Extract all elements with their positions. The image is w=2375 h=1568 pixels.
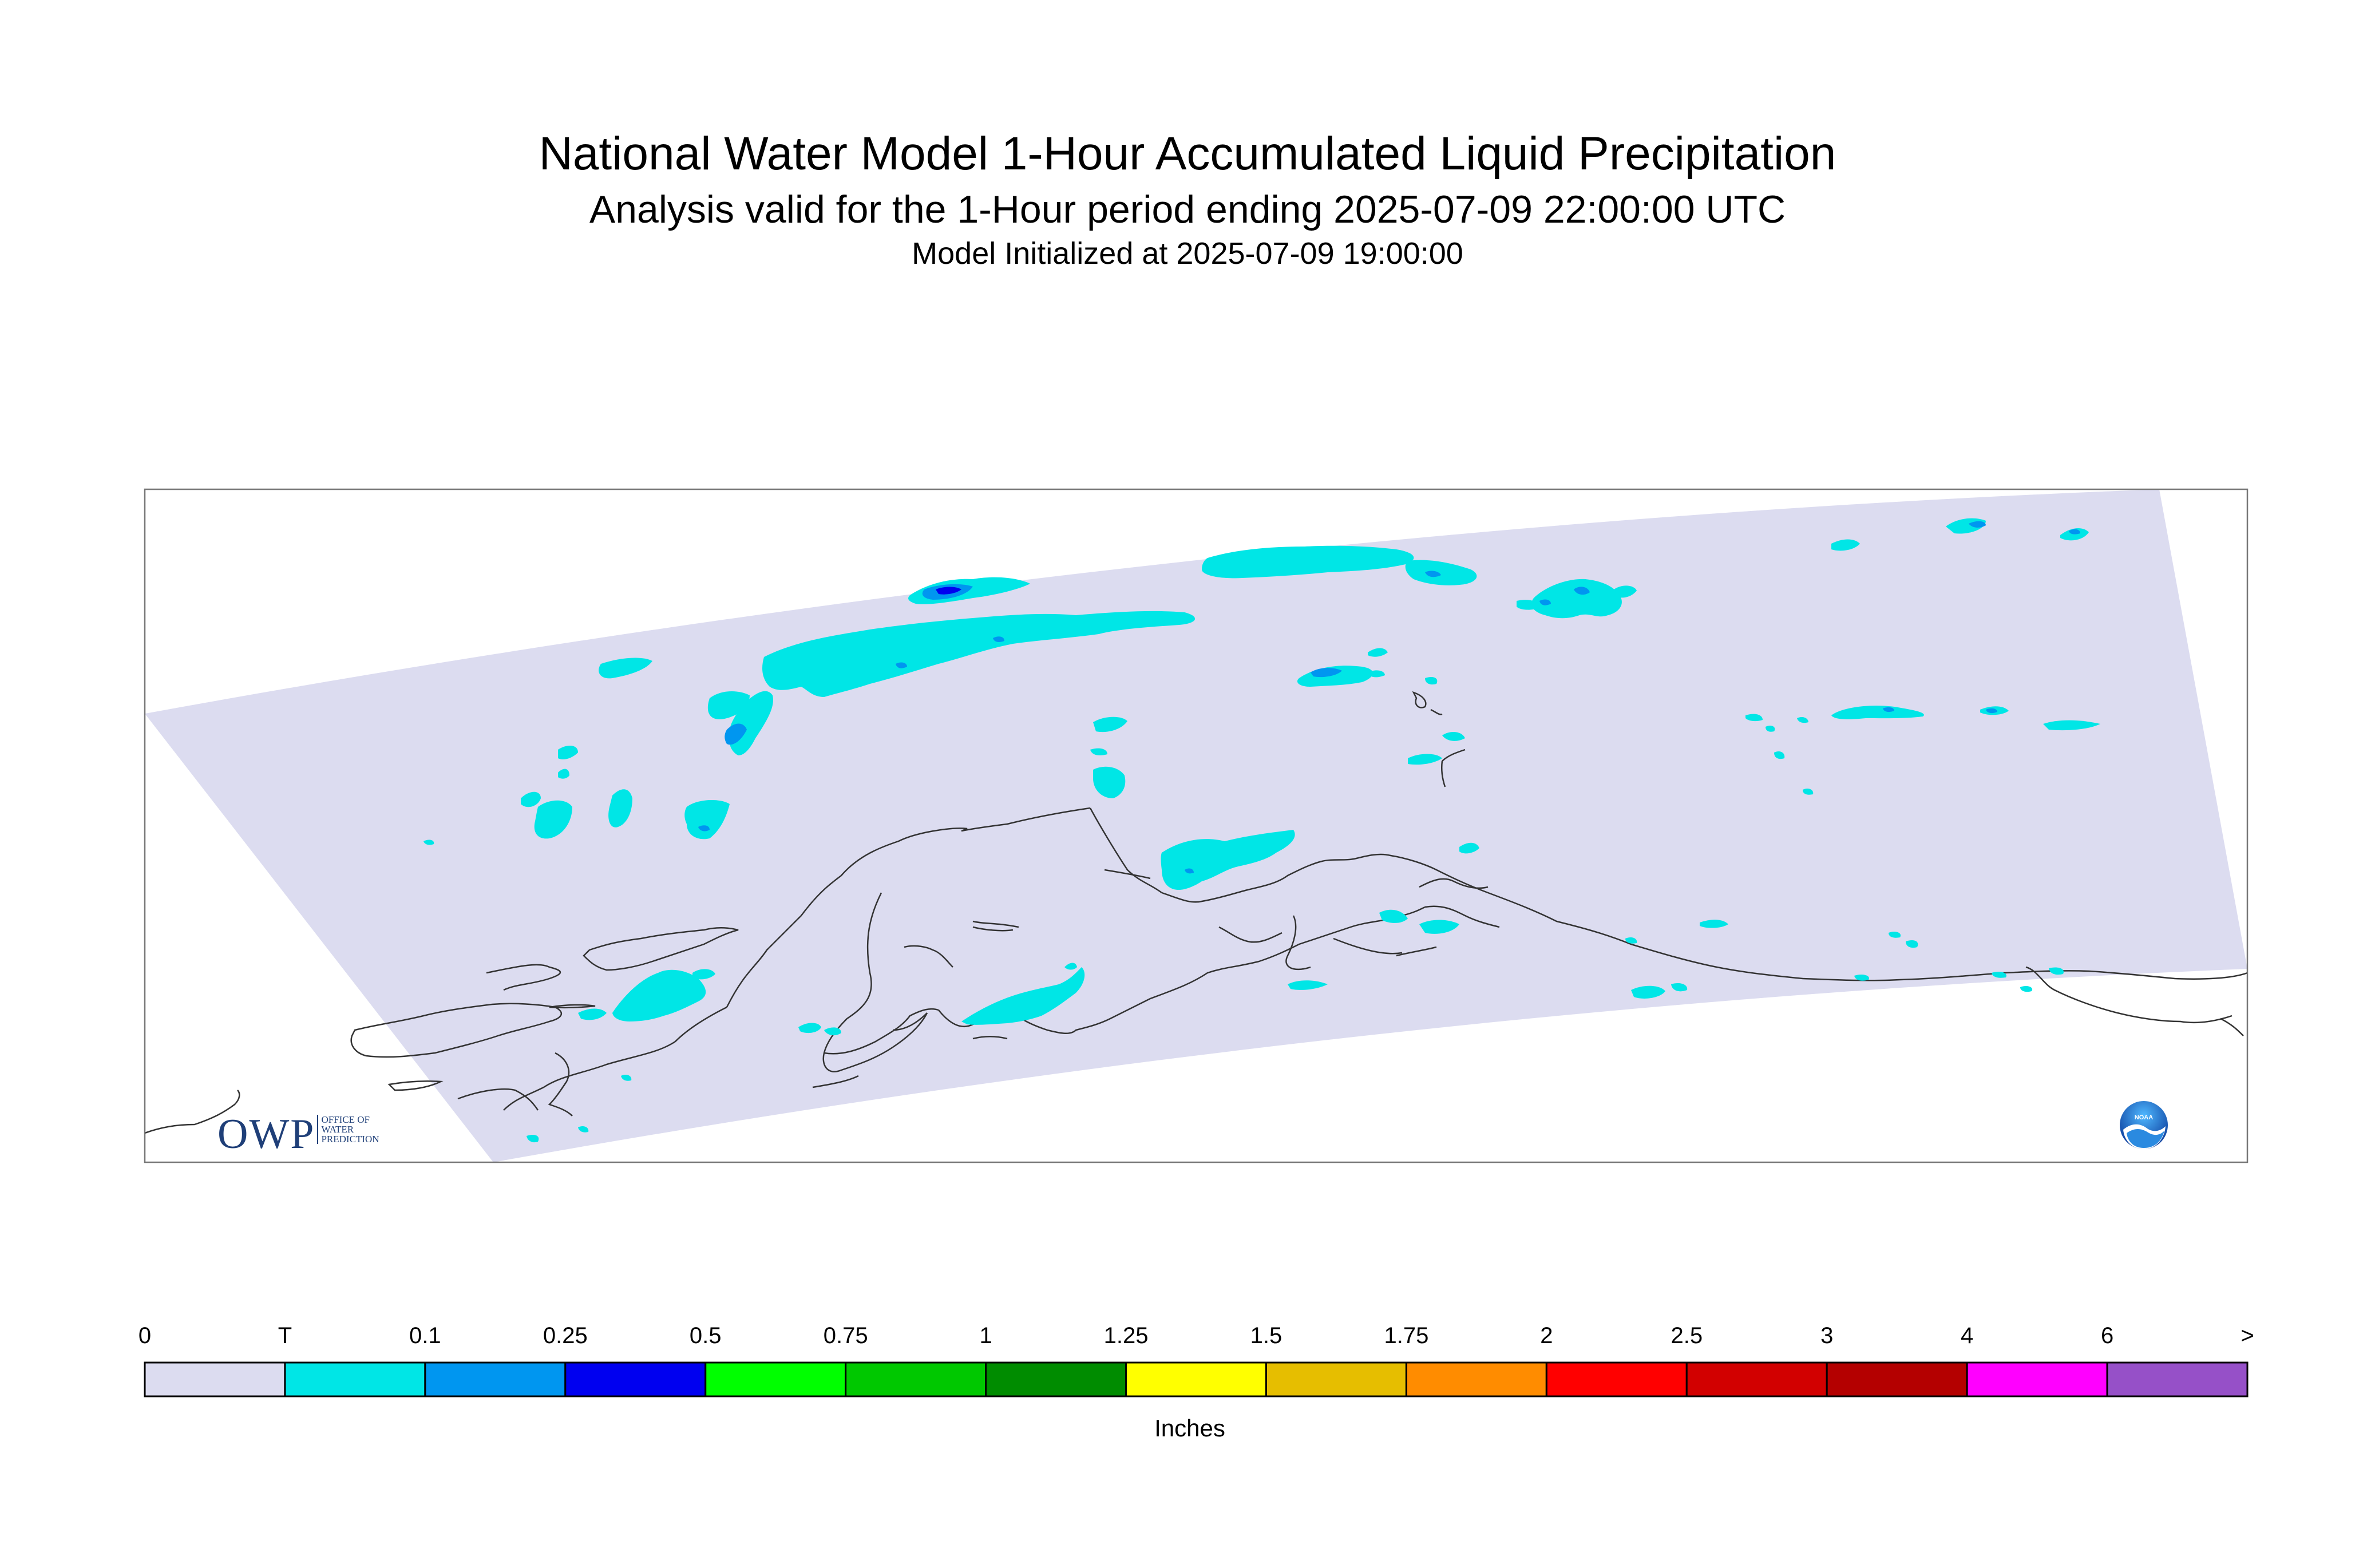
precip-light-areas — [698, 521, 2080, 874]
coastline — [145, 691, 2247, 1134]
precip-moderate-areas — [936, 587, 961, 595]
legend-swatch — [1265, 1361, 1407, 1397]
legend-swatch — [1966, 1361, 2108, 1397]
owp-logo: OWP OFFICE OF WATER PREDICTION — [217, 1111, 379, 1158]
legend-swatch — [704, 1361, 847, 1397]
legend-tick-label: 1 — [979, 1323, 992, 1348]
legend-swatch — [845, 1361, 987, 1397]
legend-tick-label: 1.25 — [1103, 1323, 1149, 1348]
analysis-period-subtitle: Analysis valid for the 1-Hour period end… — [589, 188, 1786, 231]
legend-swatch — [284, 1361, 426, 1397]
legend-tick-label: 2 — [1540, 1323, 1553, 1348]
noaa-logo: NOAA — [2120, 1101, 2168, 1149]
legend-swatch — [1405, 1361, 1547, 1397]
legend-swatch — [424, 1361, 567, 1397]
noaa-logo-text: NOAA — [2135, 1114, 2153, 1121]
legend-swatch — [564, 1361, 707, 1397]
legend-units-label: Inches — [1154, 1415, 1225, 1442]
map-frame — [144, 488, 2249, 1163]
legend-swatch — [1545, 1361, 1688, 1397]
legend-swatch — [1685, 1361, 1828, 1397]
model-initialized-subtitle: Model Initialized at 2025-07-09 19:00:00 — [912, 236, 1463, 271]
legend-tick-label: > — [2241, 1323, 2254, 1348]
legend-tick-label: 2.5 — [1671, 1323, 1703, 1348]
legend-tick-label: T — [278, 1323, 292, 1348]
legend-swatch — [2106, 1361, 2249, 1397]
legend-tick-label: 3 — [1820, 1323, 1834, 1348]
legend-tick-label: 4 — [1961, 1323, 1974, 1348]
legend-tick-label: 6 — [2100, 1323, 2114, 1348]
legend-swatch — [1826, 1361, 1968, 1397]
legend-tick-label: 0 — [138, 1323, 152, 1348]
legend-tick-label: 0.1 — [409, 1323, 441, 1348]
legend-swatch — [144, 1361, 286, 1397]
legend-swatch — [1125, 1361, 1267, 1397]
chart-title: National Water Model 1-Hour Accumulated … — [539, 128, 1836, 180]
legend-tick-label: 1.75 — [1384, 1323, 1429, 1348]
legend-tick-label: 0.25 — [543, 1323, 588, 1348]
legend-tick-label: 0.5 — [689, 1323, 722, 1348]
legend-tick-label: 1.5 — [1250, 1323, 1282, 1348]
legend-swatch — [985, 1361, 1127, 1397]
legend-tick-label: 0.75 — [823, 1323, 868, 1348]
